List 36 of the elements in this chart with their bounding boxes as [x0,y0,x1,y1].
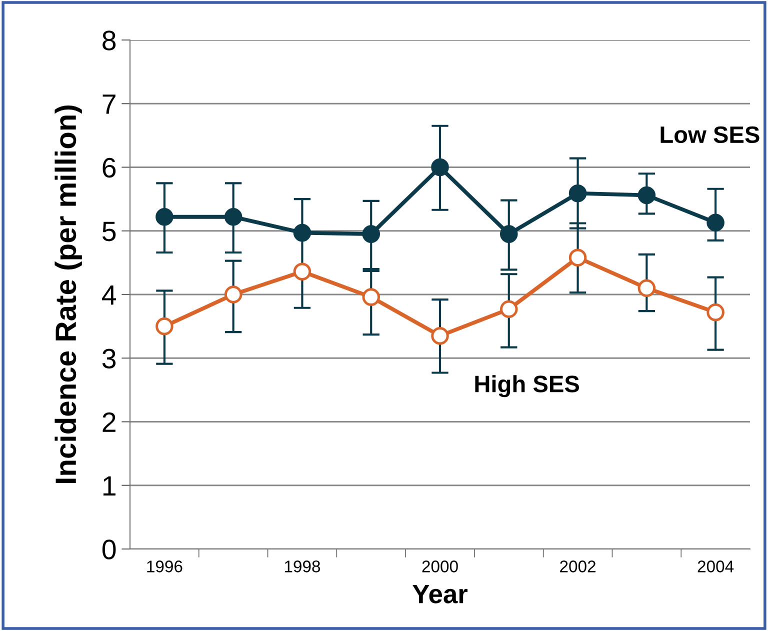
point [431,158,449,176]
y-tick-label: 6 [102,158,116,178]
point [568,248,587,266]
point [706,214,724,232]
point [224,208,242,226]
y-tick-label: 5 [102,222,116,242]
y-tick-label: 3 [102,348,116,368]
point [500,225,518,243]
series-label: High SES [475,375,580,398]
x-tick-label: 2000 [422,560,458,572]
point [362,288,380,306]
x-tick-label: 2002 [560,560,596,572]
point [638,186,656,204]
point [293,262,312,280]
x-tick-label: 1996 [147,560,182,572]
point [362,225,380,243]
series-label: Low SES [660,126,760,144]
x-tick-label: 2004 [698,560,734,572]
point [431,326,449,345]
y-tick-label: 7 [102,94,116,114]
point [224,286,242,304]
point [500,300,518,318]
point [156,317,174,336]
y-tick-label: 4 [102,285,116,305]
point [568,184,587,202]
y-axis-title: Incidence Rate (per million) [54,106,82,483]
y-tick-label: 1 [103,476,116,496]
y-tick-label: 0 [102,540,116,560]
point [706,303,724,322]
y-tick-label: 2 [102,412,116,432]
x-axis-title: Year [412,584,468,604]
point [638,279,656,298]
y-tick-label: 8 [102,30,116,50]
x-tick-label: 1998 [284,560,320,572]
point [156,208,174,226]
point [293,224,312,242]
